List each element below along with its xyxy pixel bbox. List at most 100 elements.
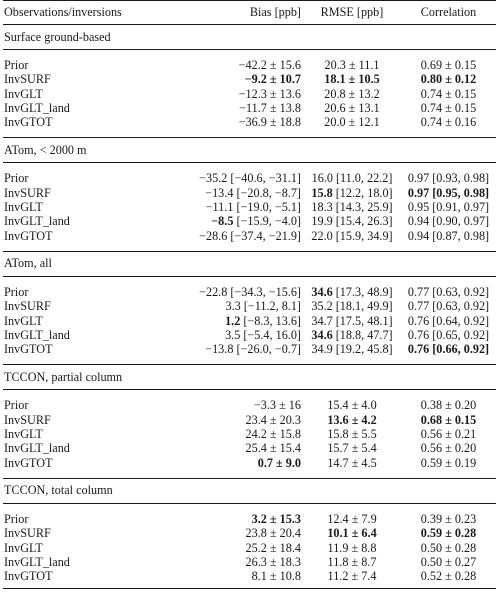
table-row: InvGLT 25.2 ± 18.4 11.9 ± 8.8 0.50 ± 0.2… [3, 541, 496, 555]
row-rmse: 20.3 ± 11.1 [324, 58, 380, 72]
row-correlation: 0.69 ± 0.15 [420, 58, 477, 72]
row-bias: −28.6 [−37.4, −21.9] [199, 228, 301, 243]
table-row: InvGTOT −13.8 [−26.0, −0.7] 34.9 [19.2, … [3, 342, 496, 356]
table-row: InvGLT 24.2 ± 15.8 15.8 ± 5.5 0.56 ± 0.2… [3, 427, 496, 441]
row-bias: 25.4 ± 15.4 [245, 441, 301, 456]
table-row: InvGLT −12.3 ± 13.6 20.8 ± 13.2 0.74 ± 0… [3, 87, 496, 101]
row-bias: −8.5 [−15.9, −4.0] [143, 214, 303, 228]
table-row: InvGLT_land 25.4 ± 15.4 15.7 ± 5.4 0.56 … [3, 441, 496, 455]
row-bias: −3.3 ± 16 [253, 398, 301, 413]
row-correlation: 0.74 ± 0.15 [420, 86, 477, 101]
table-row: InvGTOT −36.9 ± 18.8 20.0 ± 12.1 0.74 ± … [3, 115, 496, 129]
header-rmse: RMSE [ppb] [303, 0, 401, 25]
row-correlation: 0.59 ± 0.19 [420, 455, 477, 470]
row-name: InvGTOT [4, 455, 53, 470]
section-header-atom-low: ATom, < 2000 m [3, 137, 496, 164]
row-correlation: 0.74 ± 0.15 [420, 100, 477, 115]
row-correlation: 0.56 ± 0.20 [420, 441, 477, 456]
row-bias: 3.3 [−11.2, 8.1] [225, 299, 301, 314]
rmse-bold-value: 34.6 [311, 327, 333, 342]
row-correlation: 0.77 [0.63, 0.92] [407, 284, 490, 299]
row-bias: 25.2 ± 18.4 [245, 540, 301, 555]
row-name: InvGLT_land [4, 214, 70, 229]
row-rmse: 15.8 [12.2, 18.0] [303, 186, 401, 200]
row-rmse: 10.1 ± 6.4 [327, 526, 377, 541]
row-name: InvGLT [4, 86, 43, 101]
results-table: Observations/inversions Bias [ppb] RMSE … [3, 0, 496, 590]
row-name: InvSURF [4, 72, 51, 87]
rmse-bold-value: 34.6 [311, 284, 333, 299]
row-rmse: 20.8 ± 13.2 [324, 86, 380, 101]
row-bias: 3.2 ± 15.3 [251, 511, 301, 526]
table-row: InvGTOT 0.7 ± 9.0 14.7 ± 4.5 0.59 ± 0.19 [3, 456, 496, 470]
row-correlation: 0.95 [0.91, 0.97] [407, 200, 490, 215]
row-rmse: 35.2 [18.1, 49.9] [311, 299, 393, 314]
row-rmse: 20.6 ± 13.1 [324, 100, 380, 115]
row-bias: −35.2 [−40.6, −31.1] [199, 171, 301, 186]
row-rmse: 11.2 ± 7.4 [303, 569, 401, 590]
bias-bold-value: −8.5 [211, 214, 234, 229]
row-name: InvGLT_land [4, 441, 70, 456]
row-correlation: 0.68 ± 0.15 [420, 412, 477, 427]
header-bias: Bias [ppb] [143, 0, 303, 25]
table-row: InvSURF 23.4 ± 20.3 13.6 ± 4.2 0.68 ± 0.… [3, 413, 496, 427]
row-name: InvGTOT [3, 569, 143, 590]
row-name: InvSURF [4, 299, 51, 314]
row-name: Prior [4, 171, 29, 186]
row-correlation: 0.97 [0.93, 0.98] [407, 171, 490, 186]
table-row: Prior 3.2 ± 15.3 12.4 ± 7.9 0.39 ± 0.23 [3, 512, 496, 526]
row-rmse: 12.4 ± 7.9 [327, 511, 377, 526]
row-rmse: 34.7 [17.5, 48.1] [311, 313, 393, 328]
rmse-interval: [18.8, 47.7] [332, 327, 393, 342]
row-bias: 24.2 ± 15.8 [245, 427, 301, 442]
table-row: Prior −42.2 ± 15.6 20.3 ± 11.1 0.69 ± 0.… [3, 58, 496, 72]
row-bias: 8.1 ± 10.8 [143, 569, 303, 590]
row-bias: 0.7 ± 9.0 [257, 455, 301, 470]
row-rmse: 11.8 ± 8.7 [327, 554, 377, 569]
rmse-interval: [17.3, 48.9] [332, 284, 393, 299]
row-correlation: 0.39 ± 0.23 [420, 511, 477, 526]
row-correlation: 0.56 ± 0.21 [420, 427, 477, 442]
table-row: InvGTOT −28.6 [−37.4, −21.9] 22.0 [15.9,… [3, 229, 496, 243]
table-row: InvGLT −11.1 [−19.0, −5.1] 18.3 [14.3, 2… [3, 200, 496, 214]
row-rmse: 19.9 [15.4, 26.3] [311, 214, 393, 229]
table-row: InvSURF −13.4 [−20.8, −8.7] 15.8 [12.2, … [3, 186, 496, 200]
row-rmse: 20.0 ± 12.1 [324, 115, 380, 130]
row-correlation: 0.50 ± 0.28 [420, 540, 477, 555]
row-rmse: 18.1 ± 10.5 [324, 72, 380, 87]
row-bias: 23.8 ± 20.4 [245, 526, 301, 541]
row-correlation: 0.74 ± 0.16 [420, 115, 477, 130]
table-row: Prior −35.2 [−40.6, −31.1] 16.0 [11.0, 2… [3, 171, 496, 185]
bias-bold-value: 1.2 [225, 313, 241, 328]
row-bias: −13.8 [−26.0, −0.7] [205, 342, 301, 357]
table-row: InvGLT_land −11.7 ± 13.8 20.6 ± 13.1 0.7… [3, 101, 496, 115]
row-name: InvSURF [4, 412, 51, 427]
row-name: Prior [4, 511, 29, 526]
bias-interval: [−15.9, −4.0] [233, 214, 301, 229]
row-bias: 3.5 [−5.4, 16.0] [225, 327, 301, 342]
row-name: InvGLT [4, 200, 43, 215]
rmse-interval: [12.2, 18.0] [332, 185, 393, 200]
row-name: InvGTOT [4, 228, 53, 243]
section-title: TCCON, total column [3, 477, 496, 504]
header-correlation: Correlation [401, 0, 496, 25]
row-rmse: 11.9 ± 8.8 [327, 540, 377, 555]
row-rmse: 22.0 [15.9, 34.9] [311, 228, 393, 243]
row-bias: −11.1 [−19.0, −5.1] [205, 200, 301, 215]
row-rmse: 15.7 ± 5.4 [327, 441, 377, 456]
row-correlation: 0.94 [0.87, 0.98] [407, 228, 490, 243]
rmse-bold-value: 15.8 [311, 185, 333, 200]
row-rmse: 18.3 [14.3, 25.9] [311, 200, 393, 215]
table-row: InvGLT_land 26.3 ± 18.3 11.8 ± 8.7 0.50 … [3, 555, 496, 569]
row-name: InvGTOT [4, 115, 53, 130]
row-name: InvSURF [4, 526, 51, 541]
table-row: InvGTOT 8.1 ± 10.8 11.2 ± 7.4 0.52 ± 0.2… [3, 569, 496, 590]
section-title: Surface ground-based [3, 24, 496, 50]
row-correlation: 0.76 [0.66, 0.92] [407, 342, 490, 357]
row-correlation: 0.38 ± 0.20 [420, 398, 477, 413]
row-bias: −11.7 ± 13.8 [239, 100, 301, 115]
row-name: InvGLT [4, 313, 43, 328]
row-correlation: 0.76 [0.64, 0.92] [407, 313, 490, 328]
row-rmse: 15.8 ± 5.5 [327, 427, 377, 442]
row-correlation: 0.52 ± 0.28 [401, 569, 496, 590]
